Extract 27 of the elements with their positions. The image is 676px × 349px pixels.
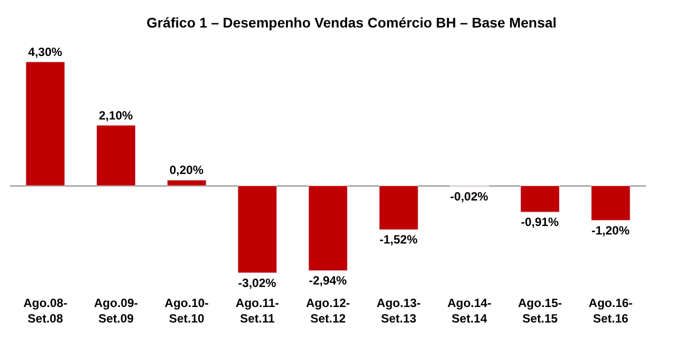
x-tick-label: Ago.09- Set.09 <box>94 296 138 326</box>
data-label: -1,20% <box>591 223 630 238</box>
x-tick-label: Ago.16- Set.16 <box>588 296 633 326</box>
data-label: -0,91% <box>520 215 560 230</box>
bar <box>166 180 206 186</box>
data-label: 0,20% <box>169 163 204 178</box>
data-label: -1,52% <box>379 232 418 247</box>
data-label: -2,94% <box>308 274 348 288</box>
x-tick-label: Ago.10- Set.10 <box>164 296 209 326</box>
x-tick-label: Ago.13- Set.13 <box>376 296 421 326</box>
bar <box>96 125 136 186</box>
bar <box>26 62 66 186</box>
x-tick-label: Ago.12- Set.12 <box>306 296 350 326</box>
bar <box>238 186 278 274</box>
data-label: 2,10% <box>98 108 134 122</box>
bar <box>590 186 630 221</box>
x-tick-label: Ago.14- Set.14 <box>447 296 492 326</box>
bar <box>520 186 560 212</box>
x-tick-label: Ago.15- Set.15 <box>518 296 562 326</box>
bar <box>378 186 418 230</box>
data-label: -3,02% <box>238 276 277 290</box>
data-label: 4,30% <box>28 44 63 59</box>
x-tick-label: Ago.08- Set.08 <box>23 296 68 326</box>
data-label: -0,02% <box>450 189 489 204</box>
x-tick-label: Ago.11- Set.11 <box>236 296 280 326</box>
bar <box>308 186 348 271</box>
chart-title: Gráfico 1 – Desempenho Vendas Comércio BH – Base Mensal <box>146 14 557 30</box>
